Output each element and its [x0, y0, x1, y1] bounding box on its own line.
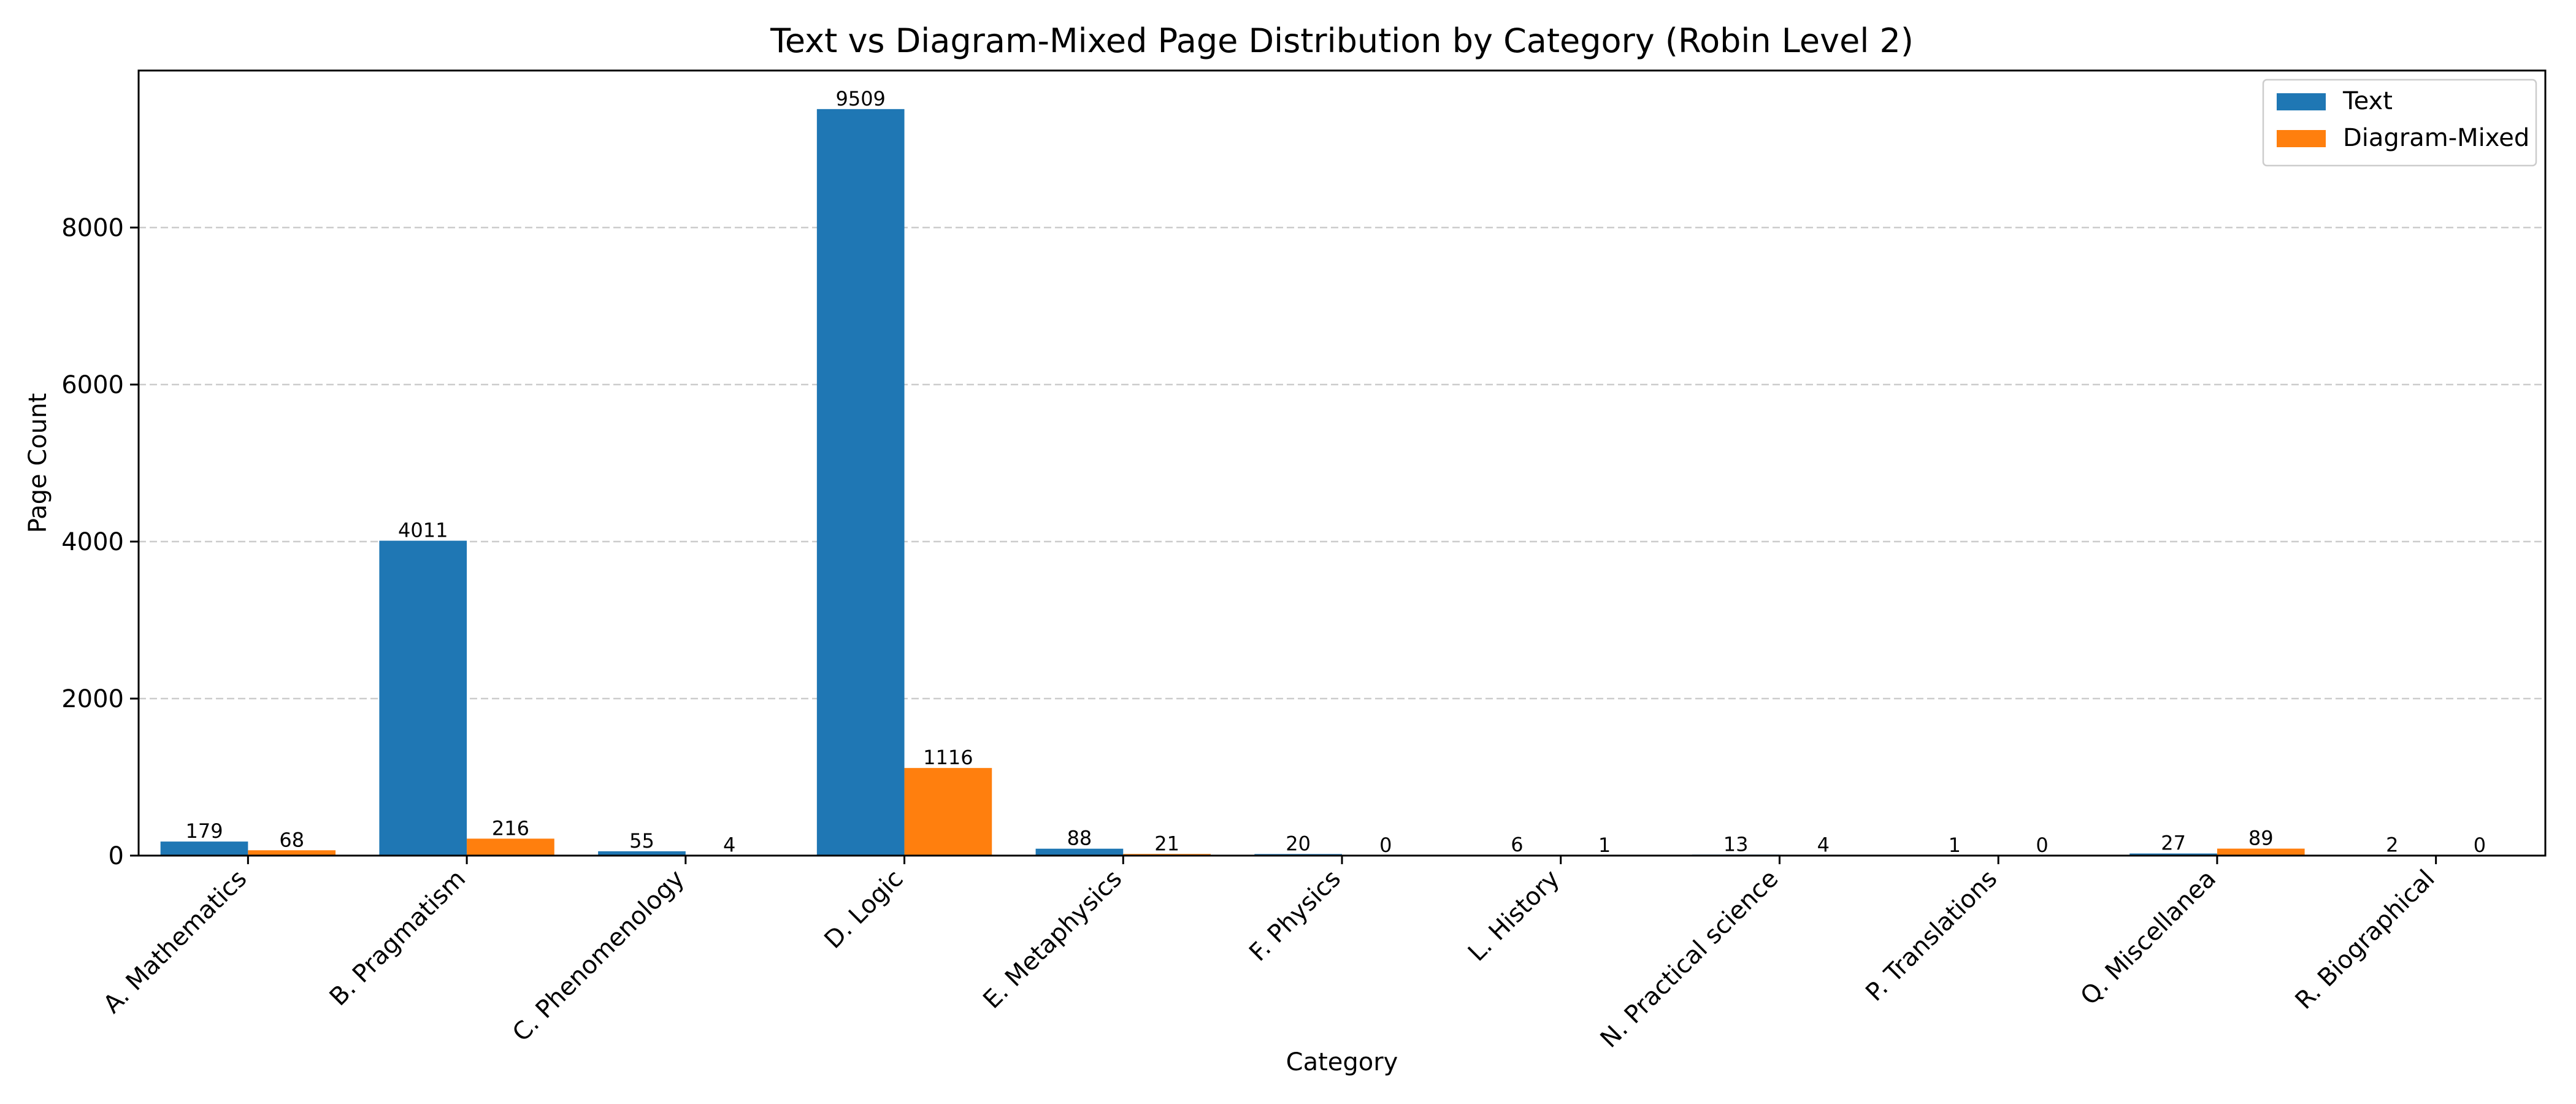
data-label: 88	[1067, 827, 1092, 850]
legend-label: Diagram-Mixed	[2343, 124, 2529, 152]
y-tick-label: 6000	[61, 371, 124, 399]
data-label: 0	[2474, 834, 2486, 857]
text-bar	[598, 851, 686, 856]
x-axis-label: Category	[1286, 1048, 1398, 1076]
text-bar	[379, 540, 467, 856]
diagram-mixed-bar	[904, 768, 992, 856]
data-label: 179	[185, 819, 223, 843]
data-label: 1	[1598, 834, 1611, 857]
data-label: 0	[1379, 834, 1392, 857]
data-label: 4	[723, 833, 735, 856]
y-tick-label: 4000	[61, 528, 124, 556]
text-bar	[2129, 853, 2217, 856]
text-bar	[816, 109, 905, 856]
data-label: 27	[2161, 832, 2186, 855]
text-bar	[160, 841, 248, 856]
data-label: 1116	[923, 746, 973, 769]
data-label: 6	[1511, 833, 1523, 856]
data-label: 20	[1286, 832, 1311, 855]
data-label: 1	[1949, 834, 1961, 857]
data-label: 68	[279, 828, 304, 851]
data-label: 0	[2036, 834, 2048, 857]
data-label: 4	[1817, 833, 1830, 856]
data-label: 216	[492, 816, 529, 840]
text-bar	[1035, 848, 1124, 856]
legend-swatch	[2277, 130, 2326, 147]
y-axis: 0 2000 4000 6000 8000	[61, 214, 139, 870]
data-label: 2	[2386, 834, 2398, 857]
data-label: 55	[629, 829, 654, 853]
data-label: 13	[1723, 832, 1749, 856]
grid-lines	[139, 226, 2545, 700]
diagram-mixed-bar	[467, 838, 554, 856]
legend-box	[2262, 79, 2537, 167]
y-tick-label: 8000	[61, 214, 124, 242]
data-label: 9509	[835, 87, 885, 110]
legend: Text Diagram-Mixed	[2262, 79, 2537, 167]
chart-title: Text vs Diagram-Mixed Page Distribution …	[770, 21, 1914, 60]
diagram-mixed-bar	[2217, 848, 2305, 856]
data-label: 21	[1154, 832, 1179, 855]
y-axis-label: Page Count	[24, 393, 52, 533]
legend-label: Text	[2342, 87, 2393, 115]
diagram-mixed-bar	[248, 850, 336, 856]
y-tick-label: 2000	[61, 685, 124, 713]
legend-swatch	[2277, 93, 2326, 110]
data-label: 89	[2248, 827, 2274, 850]
bars	[160, 109, 2436, 856]
y-tick-label: 0	[109, 842, 124, 870]
data-label: 4011	[398, 519, 448, 542]
